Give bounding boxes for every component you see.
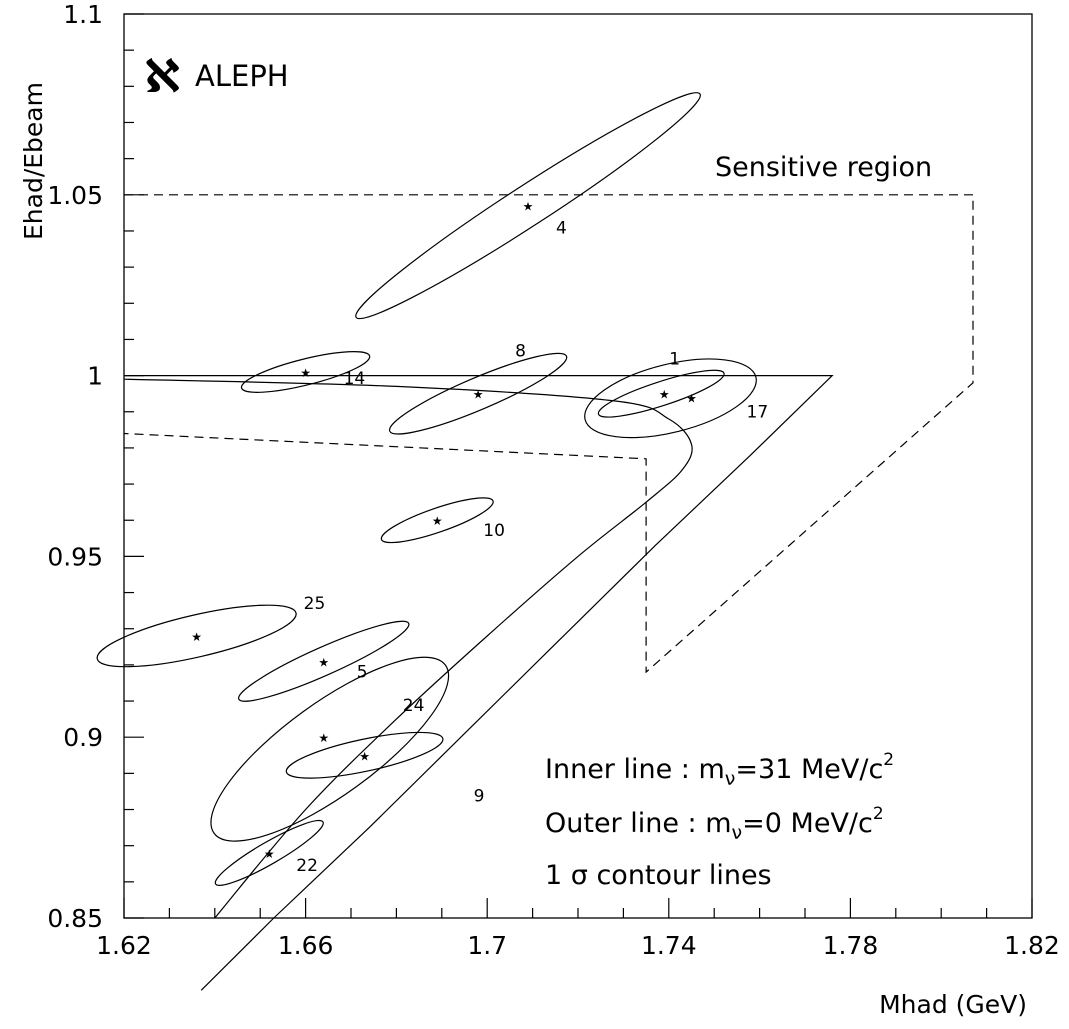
event-label-10: 10 (483, 521, 505, 541)
error-ellipse-4 (355, 92, 701, 320)
event-label-1: 1 (669, 350, 680, 370)
x-tick-label: 1.62 (96, 931, 152, 960)
x-tick-label: 1.66 (278, 931, 334, 960)
annotation-contour: 1 σ contour lines (545, 860, 772, 891)
error-ellipses (96, 92, 757, 886)
y-tick-label: 0.95 (47, 542, 103, 571)
annotation-outer-line: Outer line : mν=0 MeV/c2 (545, 804, 884, 844)
y-tick-label: 1 (87, 362, 103, 391)
sensitive-region-label: Sensitive region (715, 152, 932, 183)
event-label-4: 4 (556, 219, 567, 239)
y-tick-label: 0.85 (47, 904, 103, 933)
x-tick-label: 1.7 (467, 931, 507, 960)
annotation-inner-line: Inner line : mν=31 MeV/c2 (545, 750, 894, 790)
event-marker-22: ★ (264, 847, 275, 861)
x-tick-label: 1.74 (641, 931, 697, 960)
event-marker-14: ★ (300, 366, 311, 380)
tick-labels: 1.62 1.66 1.7 1.74 1.78 1.82 0.85 0.9 0.95 1 1.05 1… (47, 0, 1060, 960)
event-marker-25: ★ (191, 630, 202, 644)
event-label-8: 8 (515, 342, 526, 362)
x-tick-label: 1.82 (1004, 931, 1060, 960)
curves (123, 194, 974, 991)
error-ellipse-24 (210, 656, 450, 842)
error-ellipse-1 (597, 369, 725, 418)
event-marker-5: ★ (318, 655, 329, 669)
event-label-24: 24 (403, 696, 425, 716)
aleph-logo-glyph: ℵ (144, 49, 181, 103)
x-tick-label: 1.78 (823, 931, 879, 960)
error-ellipse-17 (584, 358, 757, 439)
event-marker-9: ★ (359, 749, 370, 763)
error-ellipse-25 (96, 604, 297, 668)
error-ellipse-9 (285, 731, 444, 779)
error-ellipse-14 (240, 351, 371, 393)
event-label-9: 9 (474, 786, 485, 806)
y-tick-label: 0.9 (63, 723, 103, 752)
aleph-logo-text: ALEPH (195, 59, 289, 93)
event-label-25: 25 (304, 594, 326, 614)
inner-line-curve (124, 375, 834, 991)
event-points: ★ 4 ★ 14 ★ 8 ★ 1 ★ 17 ★ 10 ★ 25 ★ 5 ★ 24 ★ 9 ★ 22 (191, 200, 768, 876)
x-axis-title: Mhad (GeV) (879, 990, 1027, 1019)
event-marker-4: ★ (523, 200, 534, 214)
event-label-5: 5 (357, 662, 368, 682)
event-label-17: 17 (747, 402, 769, 422)
event-marker-10: ★ (432, 514, 443, 528)
event-label-22: 22 (296, 856, 318, 876)
event-marker-17: ★ (686, 391, 697, 405)
svg-text:Inner line : mν=31 MeV/c2: Inner line : mν=31 MeV/c2 (545, 750, 894, 790)
svg-text:Outer line : mν=0 MeV/c2: Outer line : mν=0 MeV/c2 (545, 804, 884, 844)
sensitive-region-boundary (123, 194, 974, 674)
event-marker-8: ★ (473, 388, 484, 402)
error-ellipse-5 (238, 620, 410, 702)
error-ellipse-22 (214, 819, 324, 886)
event-marker-1: ★ (659, 388, 670, 402)
y-tick-label: 1.1 (63, 0, 103, 29)
y-tick-label: 1.05 (47, 181, 103, 210)
event-marker-24: ★ (318, 731, 329, 745)
error-ellipse-8 (388, 352, 568, 435)
outer-line-curve (123, 378, 693, 919)
event-label-14: 14 (344, 369, 366, 389)
error-ellipse-10 (380, 497, 494, 544)
y-axis-title: Ehad/Ebeam (19, 82, 48, 240)
